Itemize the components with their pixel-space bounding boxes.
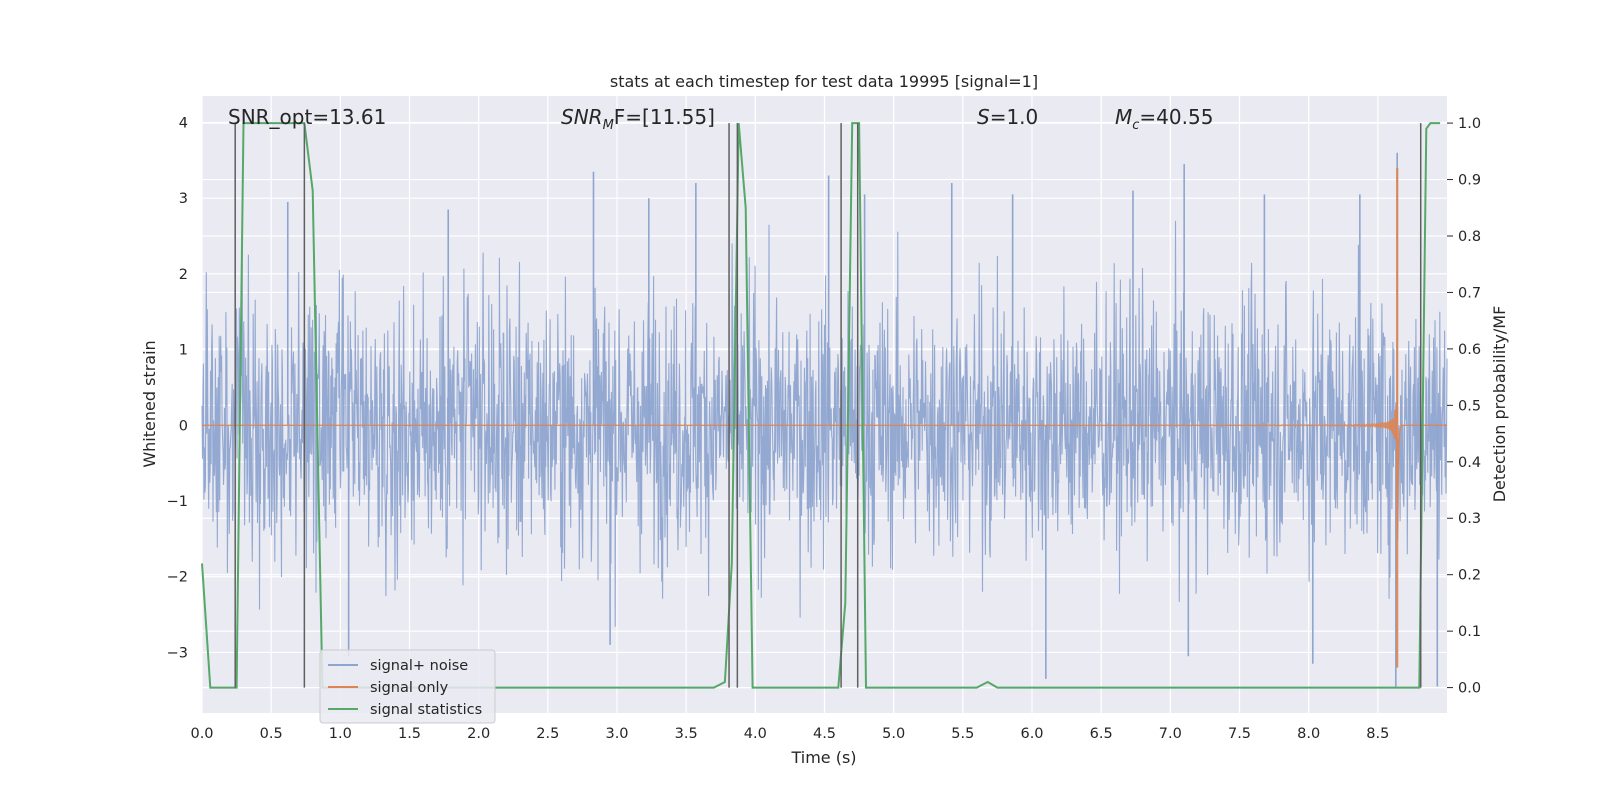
x-tick-label: 2.5 [536, 726, 559, 742]
y2-tick-label: 0.5 [1458, 398, 1481, 414]
x-tick-label: 2.0 [467, 726, 490, 742]
y2-tick-label: 1.0 [1458, 116, 1481, 132]
legend-label-stats: signal statistics [370, 702, 482, 718]
y-tick-label: 0 [179, 418, 188, 434]
y-tick-label: 1 [179, 343, 188, 359]
x-tick-label: 6.0 [1020, 726, 1043, 742]
annotation-snr-opt: SNR_opt=13.61 [228, 105, 386, 129]
legend-label-signal: signal only [370, 680, 449, 696]
y2-axis-label: Detection probability/MF [1490, 306, 1509, 503]
x-tick-label: 0.0 [190, 726, 213, 742]
y-tick-label: −3 [167, 645, 188, 661]
y2-tick-label: 0.7 [1458, 285, 1481, 301]
y2-axis-ticks: 1.0 0.9 0.8 0.7 0.6 0.5 0.4 0.3 0.2 0.1 0.0 [1447, 116, 1481, 697]
stats-series [201, 122, 1441, 689]
annotation-s: S=1.0 [977, 105, 1038, 129]
legend-box [319, 649, 496, 724]
x-tick-label: 8.0 [1297, 726, 1320, 742]
y2-tick-label: 0.9 [1458, 173, 1481, 189]
x-tick-label: 0.5 [260, 726, 283, 742]
y2-tick-label: 0.6 [1458, 342, 1481, 358]
x-tick-label: 8.5 [1366, 726, 1389, 742]
x-tick-label: 5.5 [951, 726, 974, 742]
vertical-markers [234, 123, 1422, 688]
y2-tick-label: 0.3 [1458, 511, 1481, 527]
x-tick-label: 1.5 [398, 726, 421, 742]
y2-tick-label: 0.8 [1458, 229, 1481, 245]
x-tick-label: 1.0 [329, 726, 352, 742]
stats-trace [201, 122, 1441, 689]
x-tick-label: 4.5 [813, 726, 836, 742]
y-tick-label: 2 [179, 267, 188, 283]
y2-tick-label: 0.1 [1458, 624, 1481, 640]
x-axis-ticks: 0.0 0.5 1.0 1.5 2.0 2.5 3.0 3.5 4.0 4.5 5.0 5.5 6.0 6… [190, 726, 1389, 742]
x-tick-label: 5.0 [882, 726, 905, 742]
y-axis-ticks: 4 3 2 1 0 −1 −2 −3 [167, 115, 188, 661]
x-tick-label: 3.5 [675, 726, 698, 742]
legend-label-noise: signal+ noise [370, 658, 468, 674]
noise-trace [201, 220, 1448, 627]
y2-tick-label: 0.0 [1458, 681, 1481, 697]
y-axis-label: Whitened strain [140, 340, 159, 467]
x-tick-label: 3.0 [605, 726, 628, 742]
chart-title: stats at each timestep for test data 199… [610, 72, 1038, 91]
y-tick-label: 3 [179, 191, 188, 207]
signal-trace [202, 405, 1447, 531]
y2-tick-label: 0.4 [1458, 455, 1481, 471]
y-tick-label: −1 [167, 494, 188, 510]
x-tick-label: 4.0 [744, 726, 767, 742]
x-tick-label: 7.0 [1159, 726, 1182, 742]
y-tick-label: −2 [167, 570, 188, 586]
legend: signal+ noise signal only signal statist… [319, 649, 496, 724]
x-tick-label: 7.5 [1228, 726, 1251, 742]
y-tick-label: 4 [179, 115, 188, 131]
x-tick-label: 6.5 [1090, 726, 1113, 742]
annotation-snr-mf: SNRMF=[11.55] [561, 105, 715, 133]
signal-series [202, 167, 1447, 668]
annotation-mc: Mc=40.55 [1115, 105, 1213, 133]
y2-tick-label: 0.2 [1458, 568, 1481, 584]
noise-series [201, 152, 1448, 687]
x-axis-label: Time (s) [790, 748, 856, 767]
